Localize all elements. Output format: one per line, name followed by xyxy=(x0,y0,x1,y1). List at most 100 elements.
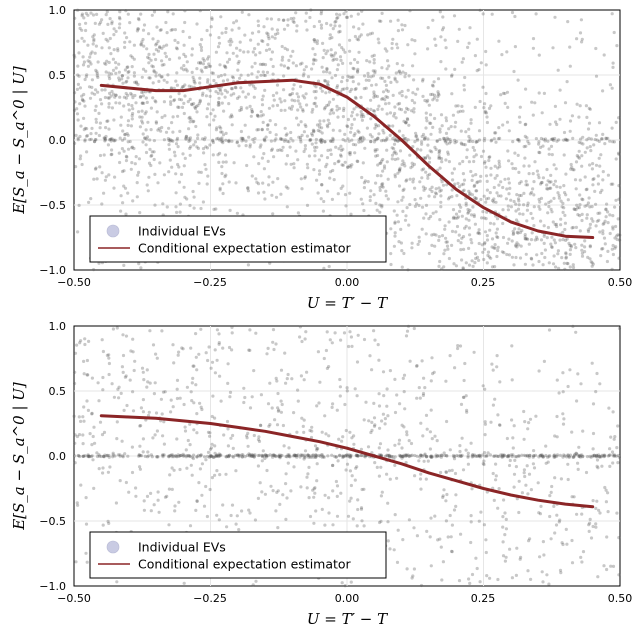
scatter-point xyxy=(245,436,249,440)
scatter-point xyxy=(278,97,282,101)
scatter-point xyxy=(491,471,495,476)
scatter-point xyxy=(501,540,505,544)
scatter-point xyxy=(142,23,147,27)
scatter-point xyxy=(542,234,546,238)
scatter-point xyxy=(190,53,194,57)
scatter-point xyxy=(617,536,621,540)
scatter-point xyxy=(477,129,482,133)
scatter-point xyxy=(465,410,469,414)
scatter-point xyxy=(165,30,169,35)
scatter-point xyxy=(419,421,423,425)
scatter-point xyxy=(395,393,399,397)
scatter-point xyxy=(536,481,540,485)
scatter-point xyxy=(339,338,343,342)
scatter-point xyxy=(329,53,333,57)
scatter-point xyxy=(248,143,252,147)
scatter-point xyxy=(82,16,86,20)
scatter-point xyxy=(152,70,156,74)
scatter-point xyxy=(535,237,539,241)
scatter-point xyxy=(144,96,148,100)
scatter-point xyxy=(202,59,206,63)
scatter-point xyxy=(144,150,149,155)
scatter-point xyxy=(522,471,526,475)
scatter-point xyxy=(390,153,395,157)
scatter-point xyxy=(546,187,550,191)
scatter-point xyxy=(325,366,329,370)
scatter-point xyxy=(332,57,336,61)
scatter-point xyxy=(601,222,605,226)
scatter-point xyxy=(298,455,302,459)
scatter-point xyxy=(97,467,101,471)
scatter-point xyxy=(274,123,278,127)
scatter-point xyxy=(273,418,277,422)
scatter-point xyxy=(462,378,466,383)
scatter-point xyxy=(423,452,427,456)
scatter-point xyxy=(331,402,335,406)
scatter-point xyxy=(539,219,543,223)
scatter-point xyxy=(366,180,370,184)
scatter-point xyxy=(88,55,92,59)
scatter-point xyxy=(350,436,354,440)
scatter-point xyxy=(237,95,241,99)
scatter-point xyxy=(299,485,303,489)
scatter-point xyxy=(105,353,109,357)
scatter-point xyxy=(138,211,142,215)
scatter-point xyxy=(221,79,225,83)
scatter-point xyxy=(442,136,446,140)
scatter-point xyxy=(327,365,331,369)
scatter-point xyxy=(376,163,380,167)
scatter-point xyxy=(405,117,409,121)
scatter-point xyxy=(352,25,356,29)
scatter-point xyxy=(585,146,589,150)
scatter-point xyxy=(172,150,177,154)
scatter-point xyxy=(430,455,434,459)
scatter-point xyxy=(436,454,440,458)
scatter-point xyxy=(604,136,608,140)
scatter-point xyxy=(488,221,493,225)
scatter-point xyxy=(321,41,325,46)
scatter-point xyxy=(337,159,341,163)
scatter-point xyxy=(345,15,349,19)
scatter-point xyxy=(507,192,511,196)
scatter-point xyxy=(611,182,615,186)
scatter-point xyxy=(517,479,521,483)
scatter-point xyxy=(250,107,254,112)
scatter-point xyxy=(420,140,424,144)
scatter-point xyxy=(428,113,433,117)
scatter-point xyxy=(141,132,145,136)
scatter-point xyxy=(113,95,117,99)
scatter-point xyxy=(467,189,471,193)
scatter-point xyxy=(120,439,124,443)
scatter-point xyxy=(331,111,336,115)
scatter-point xyxy=(613,453,617,457)
scatter-point xyxy=(258,145,262,149)
scatter-point xyxy=(599,153,603,157)
scatter-point xyxy=(466,451,470,455)
scatter-point xyxy=(97,22,101,26)
scatter-point xyxy=(303,337,307,341)
scatter-point xyxy=(572,453,577,457)
scatter-point xyxy=(342,455,346,459)
scatter-point xyxy=(218,453,222,457)
scatter-point xyxy=(489,104,493,108)
scatter-point xyxy=(433,145,437,149)
scatter-point xyxy=(223,88,227,92)
scatter-point xyxy=(313,52,317,57)
scatter-point xyxy=(240,455,244,459)
scatter-point xyxy=(360,487,364,492)
scatter-point xyxy=(195,67,199,71)
scatter-point xyxy=(423,156,427,160)
scatter-point xyxy=(397,129,402,133)
scatter-point xyxy=(76,64,80,68)
scatter-point xyxy=(584,104,589,108)
scatter-point xyxy=(568,243,572,247)
scatter-point xyxy=(90,443,94,447)
scatter-point xyxy=(465,148,469,152)
scatter-point xyxy=(85,358,89,363)
scatter-point xyxy=(529,238,534,242)
scatter-point xyxy=(403,23,407,28)
scatter-point xyxy=(452,457,457,461)
scatter-point xyxy=(574,160,579,164)
scatter-point xyxy=(595,453,599,457)
scatter-point xyxy=(531,455,535,459)
